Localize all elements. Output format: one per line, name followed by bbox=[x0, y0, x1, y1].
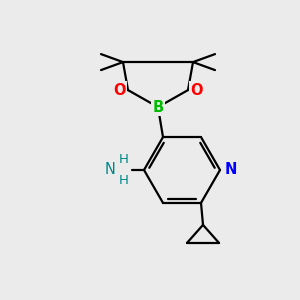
Text: O: O bbox=[113, 82, 126, 98]
Text: N: N bbox=[225, 163, 237, 178]
Text: N: N bbox=[105, 163, 116, 178]
Text: H: H bbox=[119, 174, 129, 187]
Text: O: O bbox=[190, 82, 203, 98]
Text: H: H bbox=[119, 153, 129, 166]
Text: B: B bbox=[152, 100, 164, 115]
